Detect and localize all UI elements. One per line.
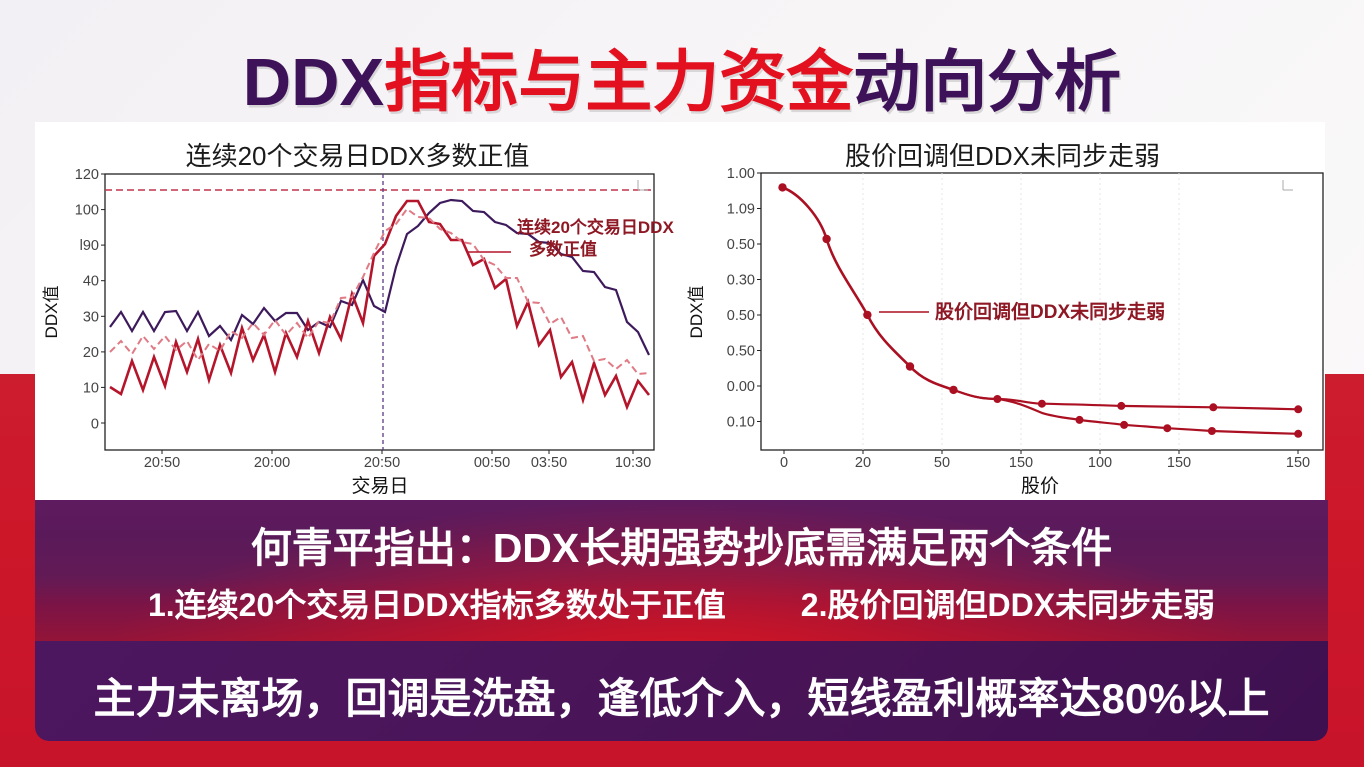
svg-text:0.00: 0.00 xyxy=(727,379,755,395)
svg-text:0.50: 0.50 xyxy=(727,308,755,324)
svg-text:0.50: 0.50 xyxy=(727,344,755,360)
svg-text:150: 150 xyxy=(1009,455,1033,471)
svg-text:股价: 股价 xyxy=(1021,476,1059,497)
svg-text:20: 20 xyxy=(83,345,99,361)
svg-text:03:50: 03:50 xyxy=(531,455,567,471)
svg-text:l90: l90 xyxy=(80,238,99,254)
svg-text:0.10: 0.10 xyxy=(727,415,755,431)
svg-text:100: 100 xyxy=(1088,455,1112,471)
svg-text:20:50: 20:50 xyxy=(144,455,180,471)
svg-text:股价回调但DDX未同步走弱: 股价回调但DDX未同步走弱 xyxy=(935,300,1165,323)
svg-text:20: 20 xyxy=(855,455,871,471)
svg-text:交易日: 交易日 xyxy=(351,475,408,497)
svg-text:150: 150 xyxy=(1286,455,1310,471)
svg-text:0.50: 0.50 xyxy=(727,237,755,253)
svg-text:DDX值: DDX值 xyxy=(687,286,706,339)
svg-text:150: 150 xyxy=(1167,455,1191,471)
svg-text:50: 50 xyxy=(934,455,950,471)
svg-text:30: 30 xyxy=(83,309,99,325)
svg-text:0: 0 xyxy=(91,417,99,433)
svg-text:20:00: 20:00 xyxy=(254,455,290,471)
svg-text:40: 40 xyxy=(83,274,99,290)
svg-text:1.09: 1.09 xyxy=(727,202,755,218)
svg-text:多数正值: 多数正值 xyxy=(529,239,597,259)
svg-text:10:30: 10:30 xyxy=(615,455,651,471)
svg-text:120: 120 xyxy=(75,167,99,183)
svg-text:0: 0 xyxy=(780,455,788,471)
svg-text:0.30: 0.30 xyxy=(727,273,755,289)
svg-text:DDX值: DDX值 xyxy=(42,286,61,339)
svg-text:20:50: 20:50 xyxy=(364,455,400,471)
svg-text:100: 100 xyxy=(75,203,99,219)
svg-text:10: 10 xyxy=(83,380,99,396)
svg-text:连续20个交易日DDX: 连续20个交易日DDX xyxy=(517,217,674,237)
svg-text:00:50: 00:50 xyxy=(474,455,510,471)
svg-text:1.00: 1.00 xyxy=(727,166,755,182)
